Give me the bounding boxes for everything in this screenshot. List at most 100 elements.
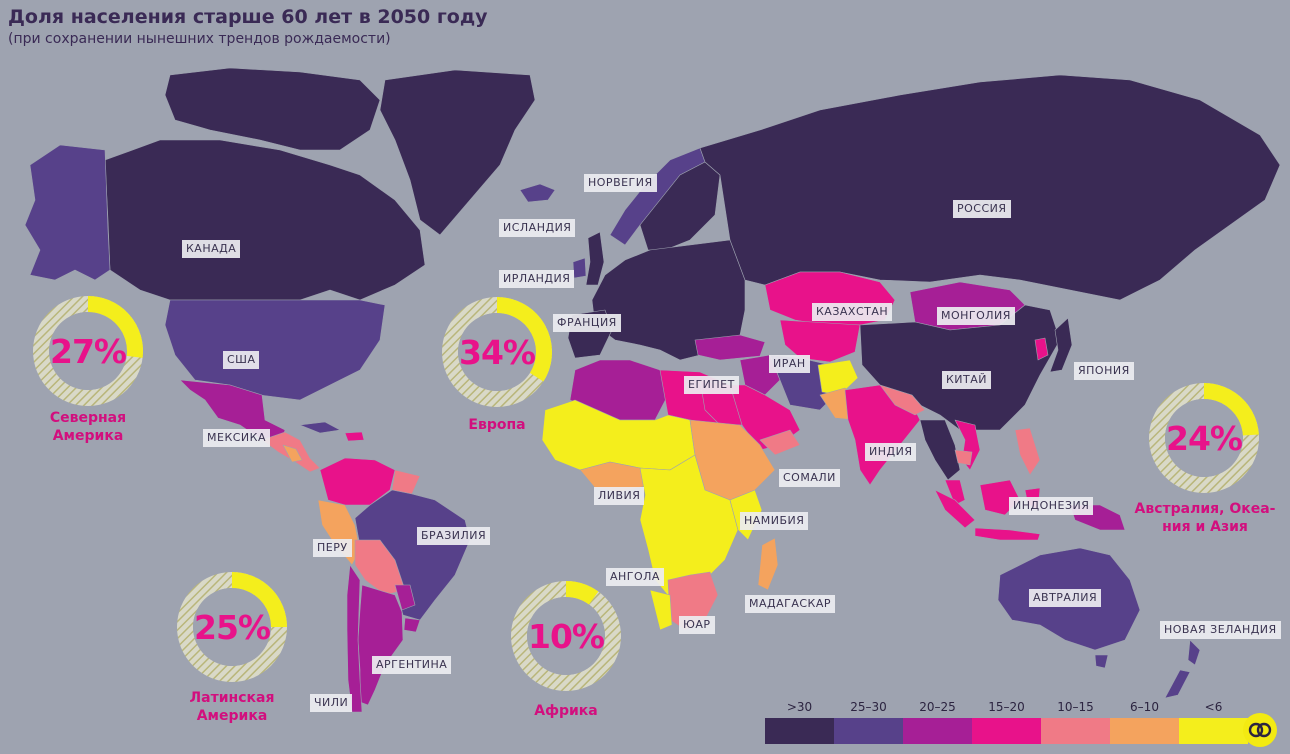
- legend-label: 15–20: [988, 700, 1025, 714]
- label-iran: ИРАН: [769, 355, 810, 373]
- region-name-europe: Европа: [468, 417, 526, 433]
- nepal-bangladesh: [879, 384, 926, 416]
- donut-center: [49, 312, 127, 390]
- alaska: [24, 144, 111, 281]
- region-name-north-america: Северная Америка: [49, 410, 127, 444]
- label-ireland: ИРЛАНДИЯ: [499, 270, 575, 288]
- donut-value: 25%: [194, 607, 271, 647]
- myanmar-thailand: [919, 419, 961, 481]
- label-usa: США: [223, 351, 260, 369]
- java: [974, 527, 1041, 541]
- label-australia: АВТРАЛИЯ: [1029, 589, 1102, 607]
- tasmania: [1094, 654, 1109, 669]
- map-subtitle: (при сохранении нынешних трендов рождаем…: [8, 31, 391, 47]
- label-south-africa: ЮАР: [679, 616, 715, 634]
- paraguay: [394, 584, 416, 611]
- region-name-asia-pacific: Австралия, Океа- ния и Азия: [1134, 501, 1276, 535]
- donut-center: [193, 588, 271, 666]
- russia-shape: [699, 74, 1281, 301]
- cambodia: [954, 449, 973, 466]
- label-libya: ЛИВИЯ: [594, 487, 645, 505]
- label-chile: ЧИЛИ: [310, 694, 353, 712]
- legend-swatch: [903, 718, 972, 744]
- label-mexico: МЕКСИКА: [203, 429, 270, 447]
- label-india: ИНДИЯ: [865, 443, 917, 461]
- label-brazil: БРАЗИЛИЯ: [417, 527, 491, 545]
- label-china: КИТАЙ: [942, 371, 992, 389]
- donut-arc: [496, 297, 552, 382]
- label-angola: АНГОЛА: [606, 568, 664, 586]
- legend-label: >30: [786, 700, 813, 714]
- legend-swatch: [1110, 718, 1179, 744]
- map-title: Доля населения старше 60 лет в 2050 году: [8, 6, 488, 28]
- venezuela-colombia: [319, 457, 396, 506]
- central-america-2: [282, 444, 303, 463]
- donut-center: [1165, 399, 1243, 477]
- hispaniola: [344, 431, 365, 442]
- canada-islands: [164, 67, 381, 151]
- legend-label: 20–25: [919, 700, 956, 714]
- usa-shape: [164, 299, 386, 401]
- legend-label: 10–15: [1057, 700, 1094, 714]
- legend-swatch: [834, 718, 903, 744]
- label-new-zealand: НОВАЯ ЗЕЛАНДИЯ: [1160, 621, 1281, 639]
- legend-label: 6–10: [1130, 700, 1159, 714]
- donut-africa: 10%: [510, 580, 622, 692]
- label-kazakhstan: КАЗАХСТАН: [812, 303, 893, 321]
- uk: [585, 231, 605, 286]
- canada-shape: [104, 139, 426, 301]
- bolivia: [354, 539, 406, 596]
- label-peru: ПЕРУ: [313, 539, 352, 557]
- label-norway: НОРВЕГИЯ: [584, 174, 657, 192]
- donut-north-america: 27%: [32, 295, 144, 407]
- donut-value: 24%: [1166, 418, 1243, 458]
- cuba: [299, 421, 341, 434]
- region-name-latin-america: Латинская Америка: [189, 690, 275, 724]
- argentina-shape: [357, 584, 404, 706]
- donut-value: 10%: [528, 616, 605, 656]
- donut-europe: 34%: [441, 296, 553, 408]
- donut-arc: [231, 572, 287, 628]
- label-somalia: СОМАЛИ: [779, 469, 840, 487]
- legend-swatch: [765, 718, 834, 744]
- philippines: [1014, 427, 1041, 476]
- donut-asia-pacific: 24%: [1148, 382, 1260, 494]
- donut-arc: [1203, 383, 1259, 436]
- namibia-shape: [649, 589, 673, 631]
- donut-center: [527, 597, 605, 675]
- ireland-shape: [572, 257, 587, 279]
- sumatra: [934, 489, 976, 529]
- label-canada: КАНАДА: [182, 240, 241, 258]
- legend-swatch: [1179, 718, 1248, 744]
- donut-center: [458, 313, 536, 391]
- madagascar-shape: [757, 537, 779, 591]
- guyanas: [391, 469, 421, 495]
- legend: >30 25–30 20–25 15–20 10–15 6–10 <6: [765, 700, 1248, 748]
- turkey: [694, 334, 766, 361]
- label-japan: ЯПОНИЯ: [1074, 362, 1134, 380]
- label-namibia: НАМИБИЯ: [740, 512, 809, 530]
- vietnam: [954, 419, 981, 471]
- region-name-africa: Африка: [534, 703, 598, 719]
- label-iceland: ИСЛАНДИЯ: [499, 219, 576, 237]
- legend-label: <6: [1204, 700, 1223, 714]
- donut-value: 27%: [50, 331, 127, 371]
- legend-swatch: [1041, 718, 1110, 744]
- uruguay: [403, 617, 421, 633]
- label-madagascar: МАДАГАСКАР: [745, 595, 836, 613]
- label-argentina: АРГЕНТИНА: [372, 656, 452, 674]
- legend-swatch: [972, 718, 1041, 744]
- greenland: [379, 69, 536, 236]
- japan-shape: [1049, 317, 1073, 373]
- publisher-logo-icon: [1243, 713, 1277, 747]
- afghanistan: [817, 359, 859, 396]
- donut-value: 34%: [459, 332, 536, 372]
- label-russia: РОССИЯ: [953, 200, 1011, 218]
- label-france: ФРАНЦИЯ: [553, 314, 621, 332]
- malaysia: [944, 479, 966, 506]
- donut-arc: [87, 296, 143, 358]
- label-indonesia: ИНДОНЕЗИЯ: [1009, 497, 1094, 515]
- chile-shape: [346, 564, 363, 713]
- legend-label: 25–30: [850, 700, 887, 714]
- iceland-shape: [519, 183, 556, 203]
